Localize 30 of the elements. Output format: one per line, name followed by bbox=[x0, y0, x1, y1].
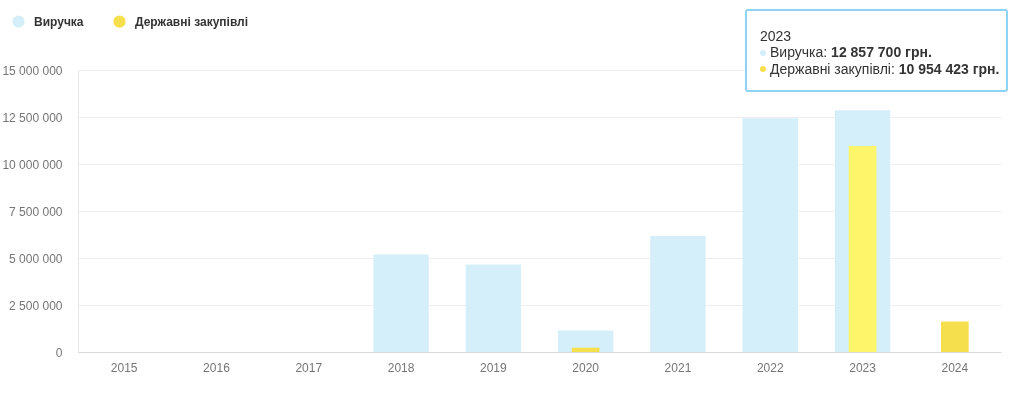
bar bbox=[557, 330, 614, 352]
legend-label: Державні закупівлі bbox=[135, 14, 249, 29]
text: 2023 bbox=[760, 28, 793, 45]
y-tick-label: 0 bbox=[55, 345, 63, 360]
y-tick-label: 5 000 000 bbox=[9, 251, 63, 266]
x-tick-label: 2021 bbox=[664, 360, 692, 375]
text: Виручка: 12 857 700 грн. bbox=[770, 44, 932, 61]
x-tick-label: 2022 bbox=[756, 360, 784, 375]
y-tick-label: 12 500 000 bbox=[2, 110, 63, 125]
bar bbox=[571, 347, 600, 352]
x-tick-label: 2019 bbox=[480, 360, 508, 375]
legend-label: Виручка bbox=[34, 14, 84, 29]
bar bbox=[848, 146, 877, 352]
bar bbox=[465, 264, 522, 352]
bar bbox=[941, 321, 969, 352]
x-tick-label: 2018 bbox=[387, 360, 415, 375]
y-tick-label: 15 000 000 bbox=[2, 63, 63, 78]
y-tick-label: 10 000 000 bbox=[2, 157, 63, 172]
x-tick-label: 2017 bbox=[295, 360, 323, 375]
x-tick-label: 2024 bbox=[941, 360, 969, 375]
y-tick-label: 2 500 000 bbox=[9, 298, 63, 313]
x-tick-label: 2023 bbox=[849, 360, 877, 375]
x-tick-label: 2015 bbox=[110, 360, 138, 375]
y-tick-label: 7 500 000 bbox=[9, 204, 63, 219]
x-tick-label: 2016 bbox=[203, 360, 231, 375]
x-tick-label: 2020 bbox=[572, 360, 600, 375]
bar bbox=[650, 236, 706, 352]
annotation: Державні закупівлі: 10 954 423 грн. bbox=[770, 60, 1000, 77]
bar bbox=[373, 254, 429, 352]
bar bbox=[742, 118, 798, 352]
